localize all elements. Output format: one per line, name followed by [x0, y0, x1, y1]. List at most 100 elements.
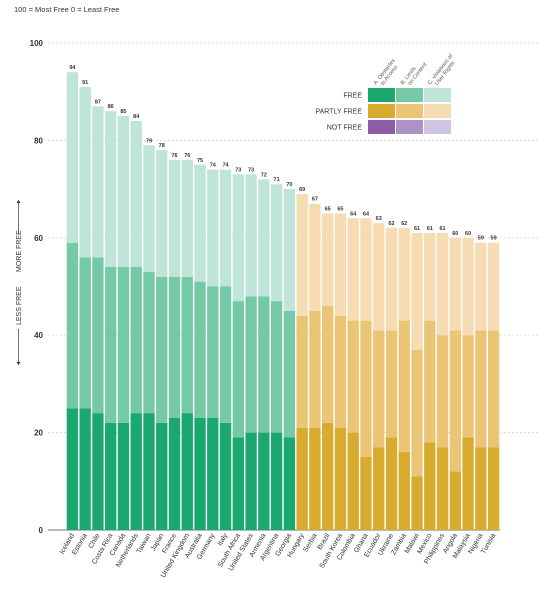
less-free-label: LESS FREE	[16, 286, 23, 365]
bar-segment	[436, 447, 449, 530]
more-free-text: MORE FREE	[16, 230, 23, 272]
bar-segment	[411, 476, 423, 530]
bar-segment	[207, 169, 219, 287]
bar-segment	[219, 169, 232, 287]
bar-segment	[245, 174, 257, 297]
bar-segment	[79, 86, 91, 258]
legend-column-header: B. Limitson Content	[400, 62, 429, 87]
bar-segment	[130, 120, 142, 268]
bar-segment	[117, 422, 130, 530]
value-label: 73	[248, 167, 254, 173]
value-label: 67	[312, 197, 318, 203]
value-label: 76	[171, 153, 177, 159]
value-label: 63	[376, 216, 382, 222]
value-label: 64	[350, 211, 357, 217]
bar-segment	[334, 315, 347, 428]
bar-segment	[66, 72, 79, 243]
more-free-label: MORE FREE	[16, 200, 23, 272]
legend: A. Obstaclesto Access B. Limitson Content…	[315, 53, 457, 134]
bar-segment	[143, 145, 155, 272]
bar-segment	[334, 427, 347, 530]
bar-segment	[92, 257, 104, 414]
bar-segment	[449, 237, 462, 331]
value-label: 85	[120, 109, 126, 115]
value-label: 94	[69, 65, 76, 71]
legend-swatch	[396, 104, 423, 118]
bar-segment	[475, 447, 487, 530]
bar-segment	[424, 232, 436, 321]
legend-column-text: A. Obstaclesto Access	[373, 58, 402, 90]
bar-segment	[270, 301, 283, 433]
bar-segment	[347, 218, 359, 321]
bar-segment	[373, 223, 385, 331]
value-label: 70	[286, 182, 292, 188]
bar-segment	[424, 442, 436, 530]
bar-segment	[462, 335, 474, 438]
bar-segment	[487, 447, 500, 530]
bar-segment	[156, 276, 168, 423]
value-label: 86	[108, 104, 114, 110]
y-axis: 0 20 40 60 80 100 MORE FREE LESS FREE	[16, 39, 44, 535]
value-label: 61	[414, 226, 420, 232]
value-label: 73	[235, 167, 241, 173]
bar-segment	[436, 232, 449, 336]
bar-segment	[411, 232, 423, 350]
value-label: 61	[439, 226, 445, 232]
bar-segment	[347, 320, 359, 433]
bar-segment	[258, 179, 270, 297]
bar-segment	[232, 174, 245, 302]
bar-segment	[168, 159, 181, 277]
value-label: 79	[146, 138, 152, 144]
bar-segment	[117, 116, 130, 268]
bar-segment	[462, 237, 474, 336]
bar-segment	[321, 305, 334, 423]
legend-swatch	[424, 88, 451, 102]
bar-segment	[232, 301, 245, 438]
legend-column-header: A. Obstaclesto Access	[373, 58, 402, 90]
legend-row-label: PARTLY FREE	[315, 109, 362, 116]
value-label: 87	[95, 99, 101, 105]
bar-segment	[232, 437, 245, 530]
bar-segment	[258, 296, 270, 433]
legend-swatch	[368, 88, 395, 102]
y-tick-label: 40	[34, 331, 43, 340]
bar-segment	[219, 286, 232, 423]
bar-segment	[283, 189, 296, 311]
value-label: 62	[388, 221, 394, 227]
bar-segment	[92, 106, 104, 258]
value-label: 65	[337, 206, 343, 212]
value-label: 74	[222, 163, 229, 169]
bar-segment	[143, 271, 155, 414]
bar-segment	[168, 417, 181, 530]
value-label: 59	[491, 236, 497, 242]
bar-segment	[66, 242, 79, 409]
bar-segment	[411, 349, 423, 477]
y-tick-label: 0	[39, 526, 44, 535]
bar-segment	[130, 267, 142, 414]
bar-segment	[270, 184, 283, 302]
bar-segment	[181, 276, 193, 414]
bar-segment	[168, 276, 181, 418]
bar-segment	[207, 286, 219, 418]
bar-segment	[385, 437, 398, 530]
bar-segment	[181, 159, 193, 277]
bar-segment	[334, 213, 347, 316]
category-label: Italy	[217, 532, 230, 547]
bar-segment	[475, 330, 487, 448]
y-tick-label: 100	[30, 39, 44, 48]
bar-segment	[258, 432, 270, 530]
value-labels: 94 91 87 86 85 84 79 78 76 76 75 74 74 73 73 72 71 70 69 67…	[69, 65, 496, 241]
value-label: 91	[82, 80, 88, 86]
value-label: 71	[274, 177, 280, 183]
bar-segment	[360, 218, 372, 321]
bar-segment	[245, 432, 257, 530]
value-label: 69	[299, 187, 305, 193]
legend-swatch	[396, 120, 423, 134]
bar-segment	[296, 315, 308, 428]
bar-segment	[92, 413, 104, 530]
bar-segment	[487, 330, 500, 448]
bar-segment	[449, 330, 462, 472]
bar-segment	[373, 447, 385, 530]
scale-note: 100 = Most Free 0 = Least Free	[14, 5, 120, 14]
